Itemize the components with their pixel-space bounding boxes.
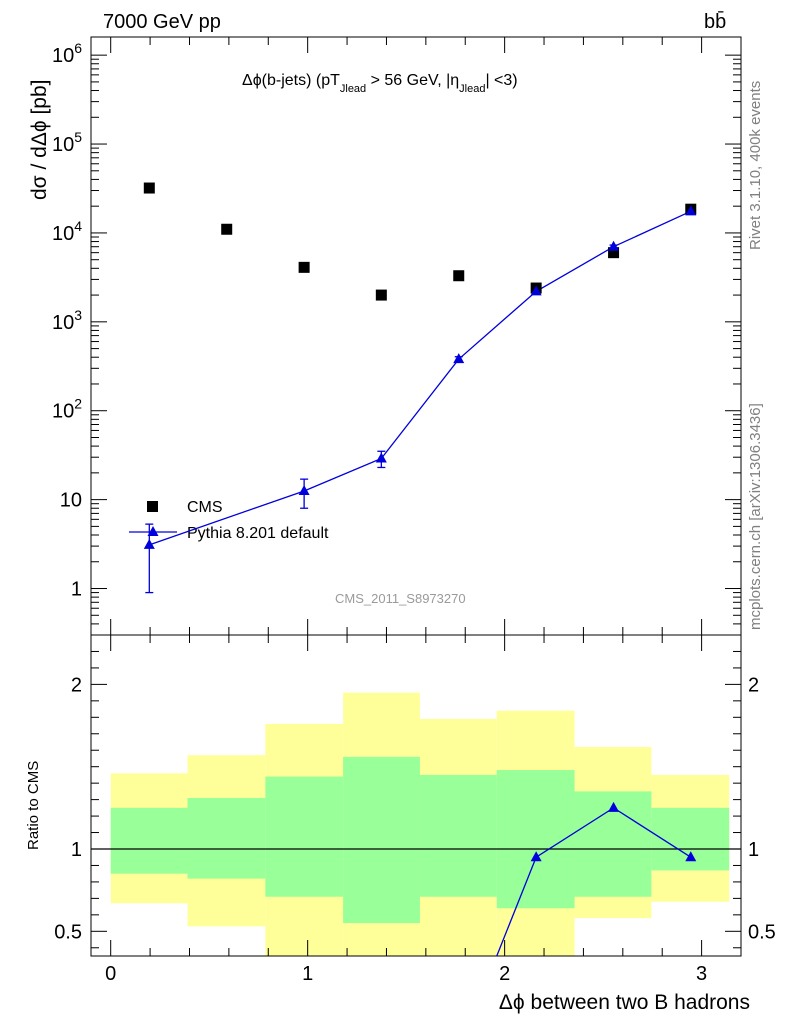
legend: CMS Pythia 8.201 default: [129, 499, 329, 542]
ratio-tick-label-left: 2: [71, 674, 82, 696]
ratio-tick-label-left: 0.5: [54, 921, 82, 943]
x-tick-label: 2: [499, 963, 510, 985]
ratio-tick-label-left: 1: [71, 839, 82, 861]
inner-band-bin: [265, 776, 344, 897]
y-tick-label: 102: [52, 396, 82, 423]
inner-band-bin: [187, 797, 266, 879]
x-tick-label: 3: [696, 963, 707, 985]
cms-series: [143, 182, 697, 549]
ratio-point: [530, 851, 542, 862]
x-tick-label: 0: [105, 963, 116, 985]
mc-point: [453, 353, 465, 364]
ratio-tick-label-right: 0.5: [748, 921, 776, 943]
inner-band-bin: [419, 774, 497, 897]
ratio-panel-frame: [90, 634, 742, 957]
ratio-tick-label-right: 1: [748, 839, 759, 861]
mc-point: [143, 538, 155, 549]
ratio-tick-label-right: 2: [748, 674, 759, 696]
legend-cms-label: CMS: [187, 499, 223, 516]
y-tick-label: 103: [52, 307, 82, 334]
legend-mc-label: Pythia 8.201 default: [187, 525, 329, 542]
cms-point: [375, 289, 387, 301]
y-axis-label: dσ / dΔϕ [pb]: [28, 80, 51, 200]
cms-point: [453, 270, 465, 282]
main-panel-frame: [90, 36, 742, 636]
process-label: bb̄: [704, 10, 726, 33]
ratio-y-axis-label: Ratio to CMS: [25, 761, 42, 850]
cms-point: [221, 223, 233, 235]
mc-point: [530, 285, 542, 296]
axis-ticks: [91, 37, 742, 956]
ratio-series: [496, 801, 697, 957]
ratio-point: [685, 851, 697, 862]
y-tick-label: 10: [60, 490, 82, 512]
mc-point: [298, 485, 310, 496]
energy-label: 7000 GeV pp: [103, 11, 221, 33]
y-tick-label: 105: [52, 129, 82, 156]
mc-point: [608, 240, 620, 251]
inner-band-bin: [496, 769, 575, 909]
inner-band-bin: [110, 807, 188, 874]
cms-point: [608, 247, 620, 259]
analysis-id: CMS_2011_S8973270: [335, 591, 466, 606]
ratio-bands: [91, 692, 741, 956]
x-tick-label: 1: [302, 963, 313, 985]
inner-band-bin: [343, 756, 420, 924]
mc-point: [375, 452, 387, 463]
ratio-point: [608, 801, 620, 812]
legend-cms-marker: [147, 501, 158, 512]
mc-point: [685, 205, 697, 216]
legend-mc-marker: [147, 526, 159, 536]
plot-title: Δϕ(b-jets) (pTJlead > 56 GeV, |ηJlead| <…: [242, 72, 518, 95]
ratio-tick-labels: 0.5 0.5 1 1 2 2: [54, 674, 776, 943]
x-tick-labels: 0 1 2 3: [105, 963, 707, 985]
y-tick-label: 104: [52, 218, 82, 245]
y-tick-label: 1: [71, 579, 82, 601]
mcplots-label: mcplots.cern.ch [arXiv:1306.3436]: [747, 403, 764, 630]
y-tick-labels: 1 10 102 103 104 105 106: [52, 40, 82, 600]
cms-point: [298, 261, 310, 273]
rivet-label: Rivet 3.1.10, 400k events: [747, 81, 764, 250]
mc-line: [149, 210, 692, 546]
cms-point: [143, 182, 155, 194]
ratio-line: [496, 807, 692, 957]
x-axis-label: Δϕ between two B hadrons: [499, 991, 750, 1014]
y-tick-label: 106: [52, 40, 82, 67]
